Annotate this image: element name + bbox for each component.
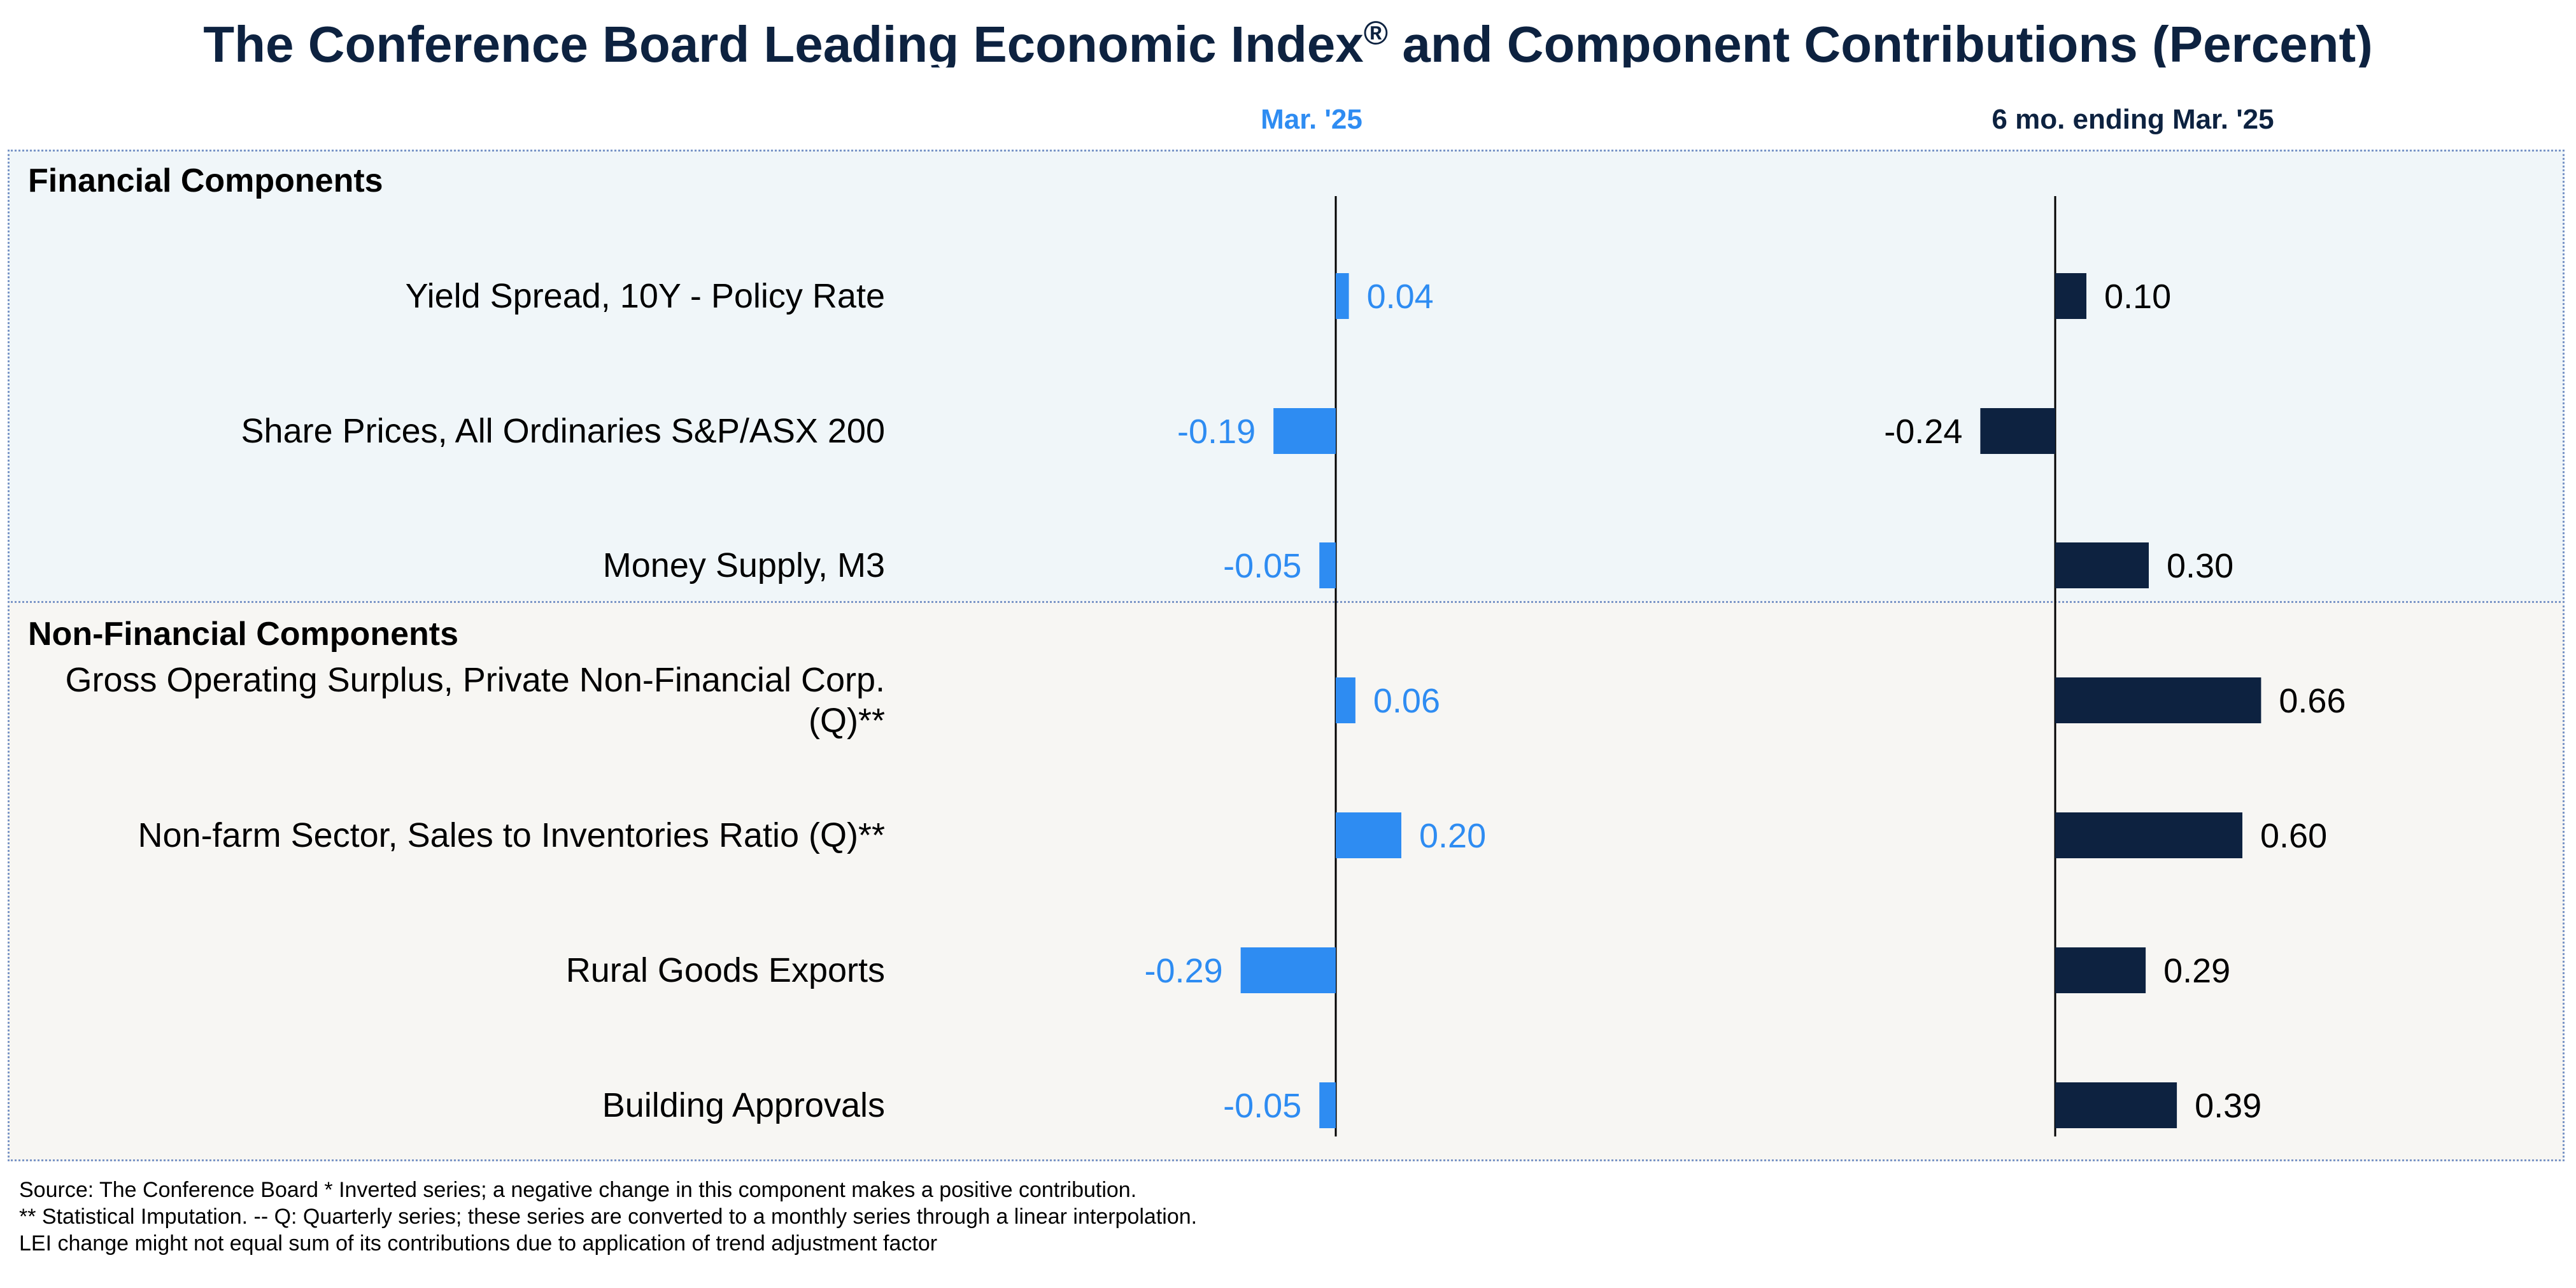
category-label: Money Supply, M3 (19, 545, 885, 586)
category-label-line: Non-farm Sector, Sales to Inventories Ra… (138, 816, 885, 854)
monthly-bar (1240, 947, 1336, 993)
six-month-bar (2055, 677, 2261, 723)
monthly-value-label: -0.05 (1223, 1087, 1301, 1125)
monthly-value-label: -0.19 (1177, 413, 1256, 451)
category-label-line: (Q)** (809, 702, 885, 740)
monthly-bar (1336, 812, 1401, 858)
footnote-imputation: ** Statistical Imputation. -- Q: Quarter… (19, 1205, 1198, 1229)
footnote-source: Source: The Conference Board * Inverted … (19, 1178, 1137, 1202)
monthly-bar (1336, 677, 1355, 723)
monthly-bar (1336, 273, 1349, 319)
monthly-value-label: 0.20 (1419, 817, 1486, 855)
category-label-line: Rural Goods Exports (565, 951, 885, 989)
section-title-non-financial: Non-Financial Components (28, 616, 458, 653)
six-month-value-label: 0.29 (2163, 952, 2230, 990)
chart-title-suffix: and Component Contributions (Percent) (1388, 16, 2373, 67)
category-label-line: Share Prices, All Ordinaries S&P/ASX 200 (241, 412, 885, 450)
column-header-monthly: Mar. '25 (1261, 104, 1362, 135)
section-title-financial: Financial Components (28, 162, 383, 199)
financial-components-panel (8, 150, 2565, 603)
monthly-value-label: -0.05 (1223, 547, 1301, 585)
category-label-line: Building Approvals (602, 1086, 885, 1124)
monthly-bar (1273, 408, 1336, 454)
monthly-bar (1319, 1082, 1336, 1128)
category-label: Share Prices, All Ordinaries S&P/ASX 200 (19, 411, 885, 451)
category-label-line: Gross Operating Surplus, Private Non-Fin… (65, 661, 885, 699)
monthly-value-label: 0.06 (1373, 682, 1440, 720)
category-label: Building Approvals (19, 1085, 885, 1126)
category-label: Yield Spread, 10Y - Policy Rate (19, 276, 885, 316)
footnote-trend: LEI change might not equal sum of its co… (19, 1231, 938, 1256)
column-header-six-month: 6 mo. ending Mar. '25 (1992, 104, 2274, 135)
monthly-bar (1319, 542, 1336, 588)
category-label: Rural Goods Exports (19, 950, 885, 991)
category-label-line: Money Supply, M3 (602, 546, 885, 584)
six-month-bar (2055, 273, 2086, 319)
chart-title-main: The Conference Board Leading Economic In… (203, 16, 1364, 67)
footnotes: Source: The Conference Board * Inverted … (19, 1177, 1197, 1257)
six-month-bar (1980, 408, 2055, 454)
six-month-value-label: 0.10 (2104, 278, 2171, 316)
monthly-value-label: 0.04 (1367, 278, 1434, 316)
six-month-bar (2055, 1082, 2177, 1128)
six-month-bar (2055, 542, 2149, 588)
category-label-line: Yield Spread, 10Y - Policy Rate (405, 277, 885, 315)
category-label: Non-farm Sector, Sales to Inventories Ra… (19, 815, 885, 856)
six-month-bar (2055, 947, 2146, 993)
six-month-value-label: 0.30 (2167, 547, 2233, 585)
six-month-value-label: 0.39 (2195, 1087, 2261, 1125)
monthly-value-label: -0.29 (1145, 952, 1223, 990)
registered-mark: ® (1363, 15, 1389, 52)
chart-title: The Conference Board Leading Economic In… (0, 6, 2576, 67)
six-month-value-label: 0.60 (2260, 817, 2327, 855)
category-label: Gross Operating Surplus, Private Non-Fin… (19, 660, 885, 741)
six-month-value-label: 0.66 (2279, 682, 2346, 720)
six-month-bar (2055, 812, 2242, 858)
six-month-value-label: -0.24 (1884, 413, 1962, 451)
